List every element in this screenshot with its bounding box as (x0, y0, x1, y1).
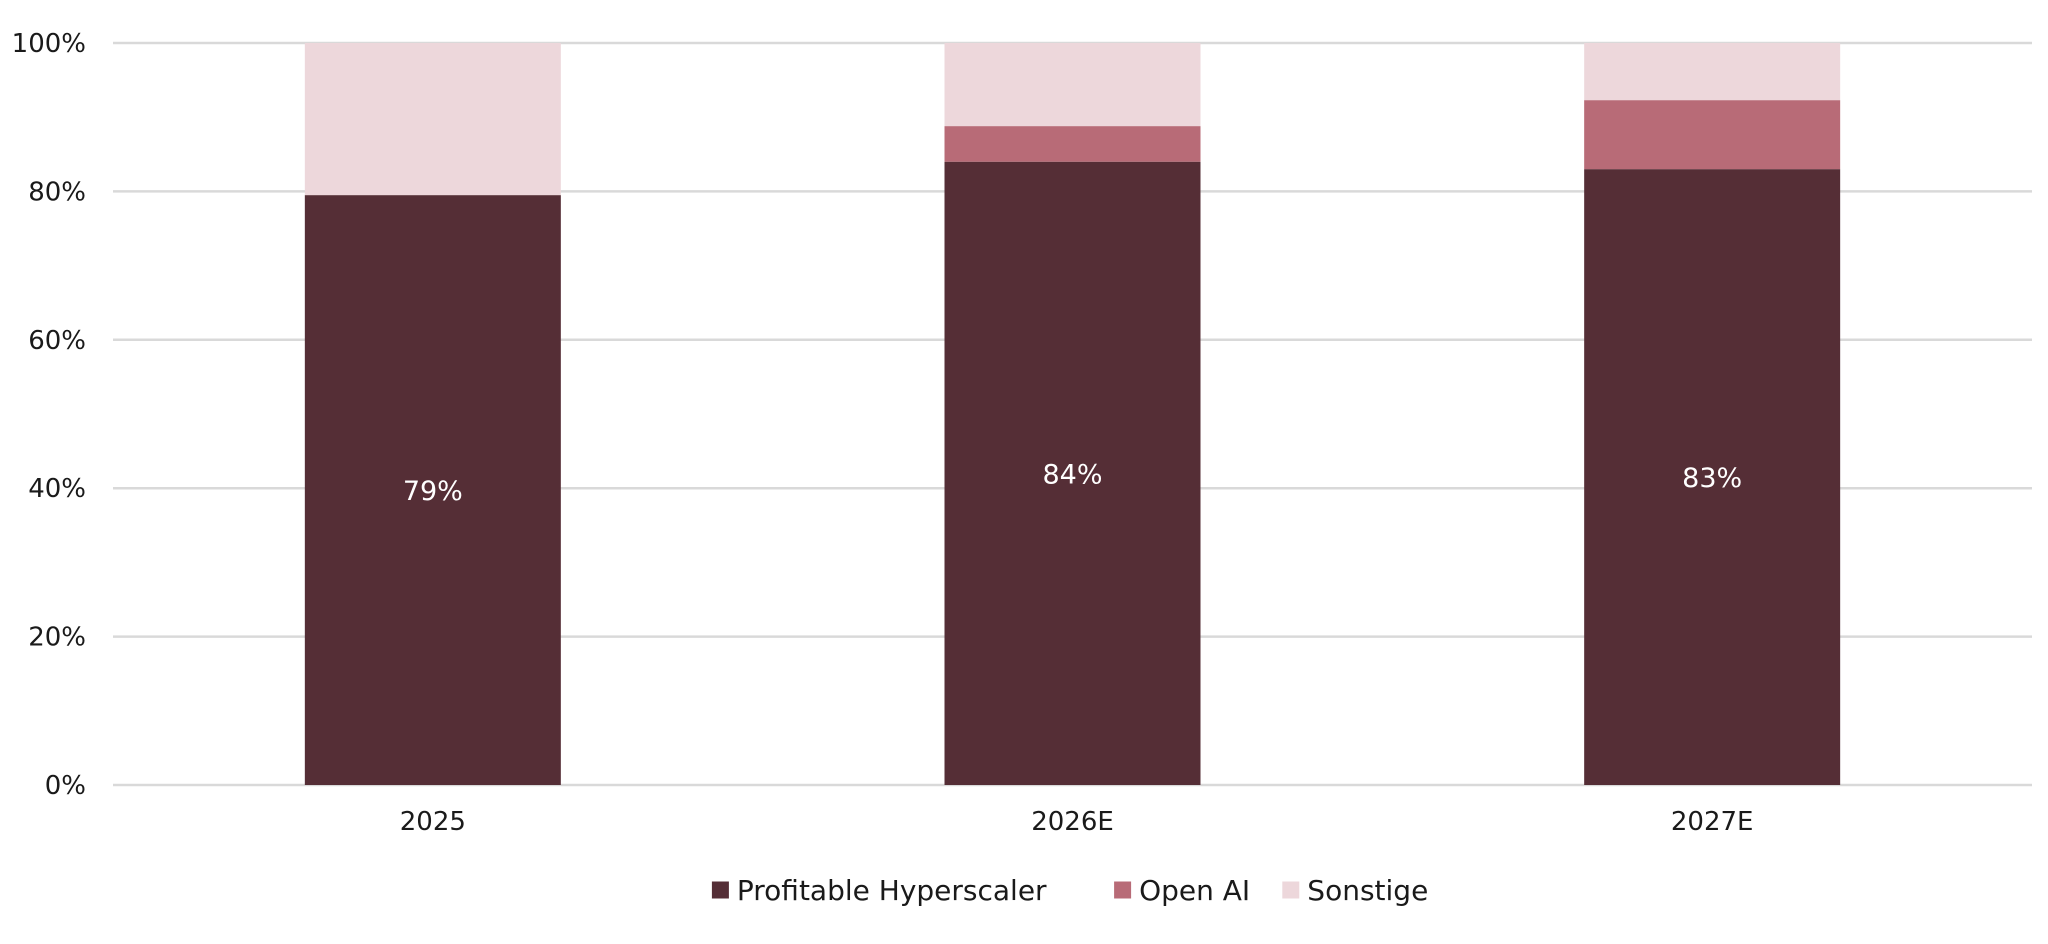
bar-segment-sonstige (1584, 43, 1841, 101)
data-label: 79% (403, 476, 463, 507)
y-tick-label: 40% (28, 474, 86, 504)
legend-label: Open AI (1139, 874, 1250, 907)
y-tick-label: 100% (12, 29, 86, 59)
x-tick-label: 2026E (1031, 807, 1114, 837)
y-tick-label: 80% (28, 177, 86, 207)
data-label: 83% (1682, 463, 1742, 494)
x-axis-tick-labels: 2025 2026E 2027E (400, 807, 1754, 837)
legend-swatch (1114, 881, 1132, 899)
bar-segment-sonstige (944, 43, 1201, 127)
data-label: 84% (1042, 459, 1102, 490)
y-tick-label: 0% (45, 771, 86, 801)
legend-label: Sonstige (1307, 874, 1428, 907)
bar-segment-profitable-hyperscaler (1584, 169, 1841, 785)
y-tick-label: 60% (28, 326, 86, 356)
legend-swatch (711, 881, 729, 899)
y-tick-label: 20% (28, 623, 86, 653)
data-labels: 79% 84% 83% (403, 459, 1742, 507)
x-tick-label: 2025 (400, 807, 466, 837)
bar-segment-sonstige (304, 43, 561, 196)
bar-segment-open-ai (1584, 100, 1841, 170)
legend[interactable]: Profitable Hyperscaler Open AI Sonstige (711, 874, 1428, 907)
x-tick-label: 2027E (1671, 807, 1754, 837)
bar-segment-open-ai (944, 126, 1201, 162)
legend-swatch (1282, 881, 1300, 899)
bar-segment-profitable-hyperscaler (304, 195, 561, 786)
legend-item-open-ai[interactable]: Open AI (1114, 874, 1250, 907)
legend-item-profitable-hyperscaler[interactable]: Profitable Hyperscaler (711, 874, 1047, 907)
y-axis-tick-labels: 0% 20% 40% 60% 80% 100% (12, 29, 86, 801)
legend-label: Profitable Hyperscaler (737, 874, 1047, 907)
bars (304, 43, 1841, 786)
legend-item-sonstige[interactable]: Sonstige (1282, 874, 1428, 907)
bar-segment-profitable-hyperscaler (944, 161, 1201, 786)
